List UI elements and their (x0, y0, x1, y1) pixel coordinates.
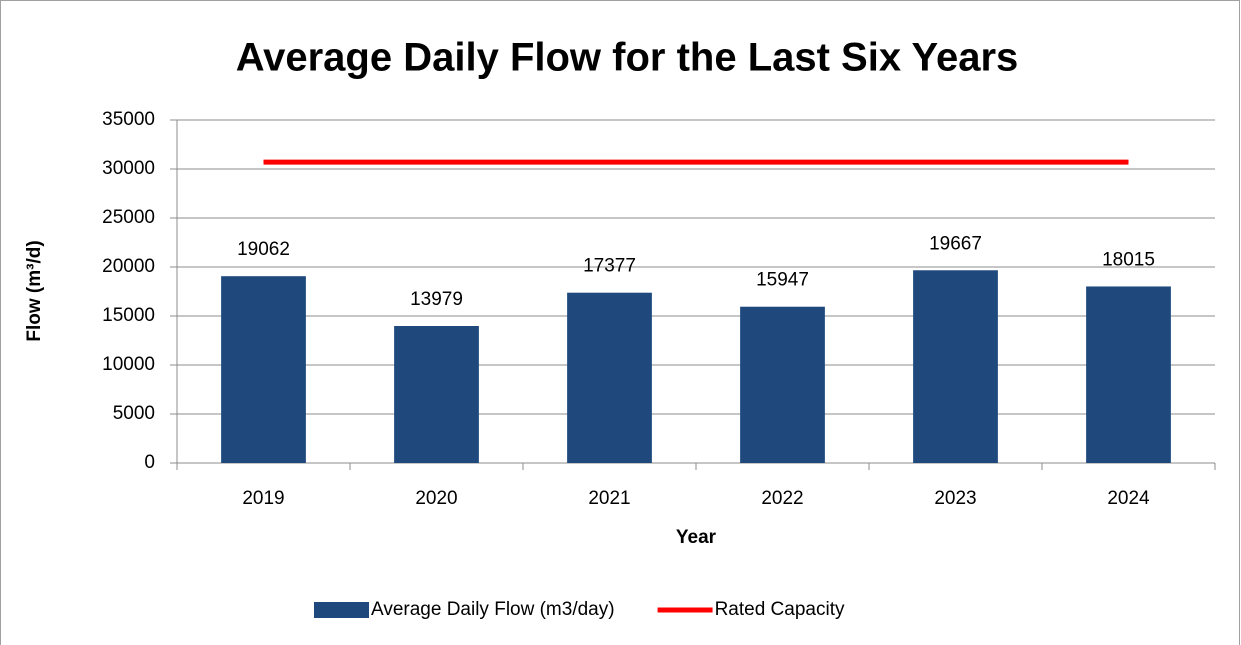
bar (221, 276, 306, 463)
bar (567, 292, 652, 463)
y-tick-label: 35000 (102, 109, 155, 130)
data-label: 19062 (237, 239, 290, 260)
x-axis-label: Year (676, 527, 717, 548)
bar (394, 326, 479, 463)
bar (740, 306, 825, 463)
bar (1086, 286, 1171, 463)
chart-title: Average Daily Flow for the Last Six Year… (236, 36, 1019, 80)
data-label: 18015 (1102, 249, 1155, 270)
y-tick-label: 20000 (102, 256, 155, 277)
y-tick-label: 30000 (102, 158, 155, 179)
y-tick-label: 0 (144, 452, 155, 473)
y-axis-label: Flow (m³/d) (24, 240, 45, 341)
y-tick-label: 25000 (102, 207, 155, 228)
bar (913, 270, 998, 463)
x-tick-label: 2023 (934, 488, 976, 509)
x-tick-label: 2022 (761, 488, 803, 509)
data-label: 13979 (410, 289, 463, 310)
y-tick-label: 15000 (102, 305, 155, 326)
legend-label: Average Daily Flow (m3/day) (371, 599, 615, 620)
legend-swatch (314, 602, 369, 618)
data-label: 17377 (583, 256, 636, 277)
x-tick-label: 2024 (1107, 488, 1150, 509)
x-tick-label: 2021 (588, 488, 630, 509)
data-label: 19667 (929, 233, 982, 254)
legend-label: Rated Capacity (715, 599, 845, 620)
x-tick-label: 2020 (415, 488, 457, 509)
y-tick-label: 10000 (102, 354, 155, 375)
x-tick-label: 2019 (242, 488, 284, 509)
y-tick-label: 5000 (113, 403, 155, 424)
data-label: 15947 (756, 270, 809, 291)
